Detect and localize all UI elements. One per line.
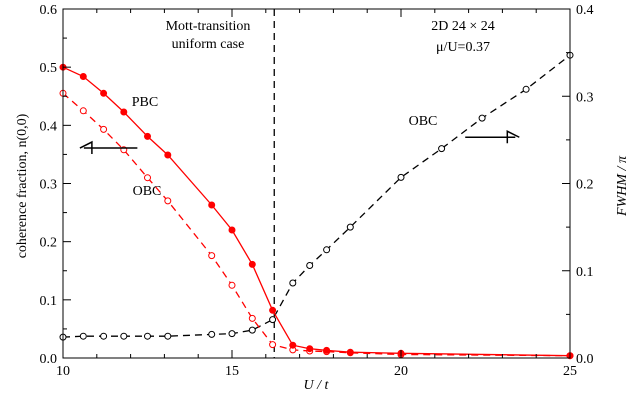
series-label-pbc: PBC: [132, 95, 158, 110]
data-point-s2-13: [346, 223, 354, 231]
data-point-s1-5: [164, 197, 172, 205]
y-right-tick-label: 0.2: [576, 178, 594, 193]
data-point-s1-8: [248, 314, 256, 322]
data-point-s0-13: [346, 348, 354, 356]
y-axis-label-right: FWHM / π: [615, 155, 630, 217]
vline-label-line2: uniform case: [172, 37, 245, 52]
data-point-s2-11: [306, 262, 314, 269]
data-point-s0-12: [323, 346, 331, 354]
axis-ticks: [62, 8, 571, 359]
data-point-s0-8: [248, 260, 256, 268]
data-point-s0-6: [208, 201, 216, 209]
data-point-s2-7: [228, 330, 236, 338]
data-point-s1-2: [100, 125, 108, 133]
y-left-tick-label: 0.2: [40, 236, 58, 251]
data-point-s1-7: [228, 281, 236, 289]
arrow-head-right: [506, 130, 520, 144]
data-point-s2-2: [100, 332, 108, 340]
y-right-tick-label: 0.4: [576, 3, 594, 18]
data-point-s0-5: [164, 151, 172, 159]
data-point-s0-9: [269, 306, 277, 314]
data-point-s2-6: [208, 330, 216, 338]
data-point-s2-1: [79, 332, 87, 340]
data-point-s2-15: [438, 145, 446, 153]
data-point-s2-12: [323, 246, 331, 254]
y-left-tick-label: 0.0: [40, 352, 58, 367]
data-point-s0-3: [120, 108, 128, 116]
data-point-s0-11: [306, 345, 314, 353]
data-point-s0-7: [228, 226, 236, 234]
data-point-s2-4: [144, 332, 151, 340]
tick-labels: 10 15 20 250.00.10.20.30.40.50.60.00.10.20.…: [40, 3, 594, 379]
system-label-line1: 2D 24 × 24: [431, 19, 495, 34]
arrow-head-left: [79, 140, 93, 155]
data-point-s0-4: [144, 132, 151, 140]
axis-arrows: [79, 130, 520, 155]
data-point-s2-17: [522, 85, 530, 93]
data-point-s2-9: [269, 316, 277, 324]
data-point-s0-1: [79, 73, 87, 80]
y-left-tick-label: 0.6: [40, 3, 58, 18]
y-right-tick-label: 0.3: [576, 90, 594, 105]
system-label-line2: μ/U=0.37: [436, 40, 490, 55]
data-point-s2-3: [120, 332, 128, 340]
y-right-tick-label: 0.1: [576, 265, 594, 280]
plot-series: [59, 9, 574, 360]
y-axis-label-left: coherence fraction, n(0,0): [15, 113, 30, 258]
vline-label-line1: Mott-transition: [166, 19, 251, 34]
data-point-s0-2: [100, 89, 108, 97]
y-left-tick-label: 0.5: [40, 61, 58, 76]
data-point-s2-8: [248, 326, 256, 334]
x-tick-label: 10: [56, 364, 70, 379]
series-label-obc-black: OBC: [409, 114, 438, 129]
series-label-obc-red: OBC: [133, 184, 162, 199]
data-point-s1-4: [144, 174, 151, 182]
data-point-s0-10: [289, 341, 297, 349]
x-axis-label: U / t: [304, 378, 330, 393]
y-right-tick-label: 0.0: [576, 352, 594, 367]
x-tick-label: 15: [225, 364, 239, 379]
y-left-tick-label: 0.4: [40, 119, 58, 134]
data-point-s2-14: [397, 173, 405, 181]
series-line-1: [62, 92, 571, 357]
data-point-s2-16: [478, 114, 486, 122]
y-left-tick-label: 0.1: [40, 294, 58, 309]
series-line-0: [62, 66, 571, 357]
data-point-s1-6: [208, 252, 216, 260]
x-tick-label: 25: [563, 364, 577, 379]
x-tick-label: 20: [394, 364, 408, 379]
data-point-s1-1: [79, 107, 87, 115]
y-left-tick-label: 0.3: [40, 178, 58, 193]
data-point-s1-9: [269, 341, 277, 349]
data-point-s2-10: [289, 279, 297, 287]
data-point-s2-5: [164, 332, 172, 340]
